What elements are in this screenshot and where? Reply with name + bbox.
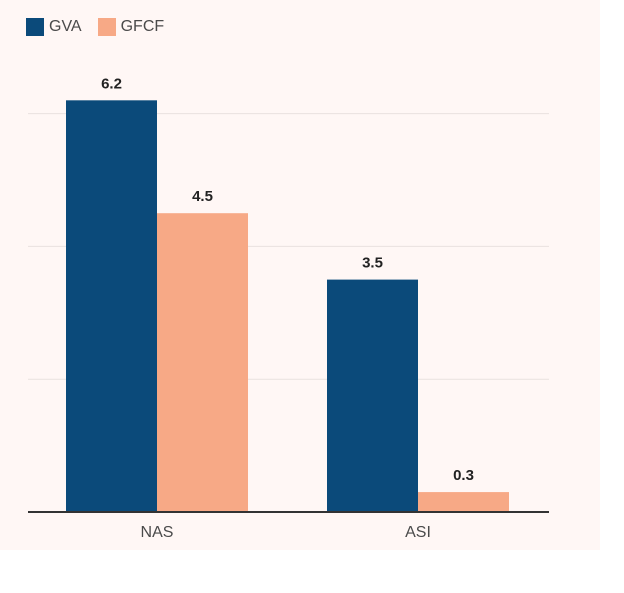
legend-swatch-gfcf bbox=[97, 18, 116, 36]
value-label-gva-asi: 3.5 bbox=[362, 255, 383, 272]
bar-gva-asi bbox=[327, 279, 418, 512]
legend-label-gva: GVA bbox=[49, 18, 82, 35]
bar-chart: 6.2 4.5 NAS 3.5 0.3 ASI bbox=[28, 75, 549, 541]
legend-item-gva: GVA bbox=[26, 18, 82, 36]
value-label-gva-nas: 6.2 bbox=[101, 75, 122, 92]
legend-item-gfcf: GFCF bbox=[97, 18, 165, 36]
bar-gfcf-nas bbox=[157, 213, 248, 512]
bar-gva-nas bbox=[66, 100, 157, 512]
legend-label-gfcf: GFCF bbox=[120, 18, 165, 35]
value-label-gfcf-nas: 4.5 bbox=[192, 188, 213, 205]
legend: GVA GFCF bbox=[26, 18, 180, 36]
value-label-gfcf-asi: 0.3 bbox=[453, 467, 474, 484]
category-label-nas: NAS bbox=[141, 524, 174, 541]
bar-gfcf-asi bbox=[418, 492, 509, 512]
category-label-asi: ASI bbox=[405, 524, 431, 541]
legend-swatch-gva bbox=[26, 18, 44, 36]
